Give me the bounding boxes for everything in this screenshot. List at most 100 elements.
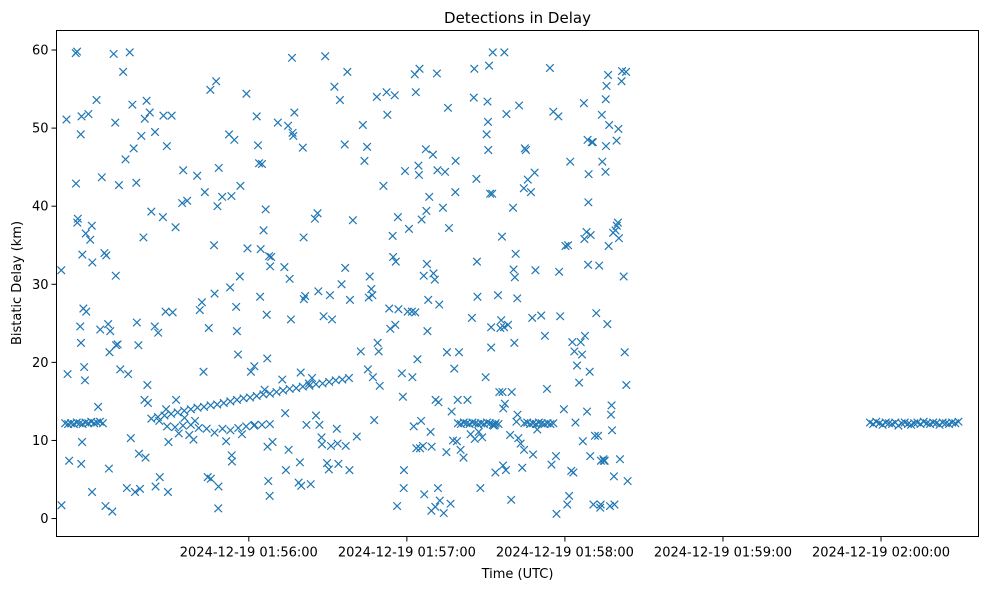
data-point bbox=[291, 383, 301, 393]
data-point bbox=[427, 442, 436, 451]
data-point bbox=[499, 404, 508, 413]
data-point bbox=[614, 124, 623, 134]
data-point bbox=[199, 367, 208, 376]
data-point bbox=[363, 365, 373, 374]
data-point bbox=[300, 291, 310, 301]
data-point bbox=[601, 141, 611, 151]
data-point bbox=[311, 411, 321, 420]
data-point bbox=[477, 433, 487, 442]
data-point bbox=[574, 378, 584, 387]
data-point bbox=[542, 384, 552, 394]
data-point bbox=[547, 460, 556, 469]
data-point bbox=[607, 401, 616, 410]
data-point bbox=[358, 120, 368, 130]
data-point bbox=[392, 501, 402, 511]
data-point bbox=[549, 419, 558, 428]
data-point bbox=[390, 91, 399, 100]
data-point bbox=[92, 95, 101, 105]
y-tick-label: 50 bbox=[32, 122, 49, 137]
data-point bbox=[116, 365, 125, 374]
data-point bbox=[523, 175, 532, 184]
data-point bbox=[242, 89, 251, 98]
data-point bbox=[431, 502, 440, 512]
data-point bbox=[200, 187, 210, 197]
data-point bbox=[173, 408, 182, 417]
data-point bbox=[137, 131, 146, 141]
data-point bbox=[559, 404, 569, 414]
data-point bbox=[209, 241, 219, 250]
data-point bbox=[482, 130, 491, 139]
data-point bbox=[77, 459, 86, 469]
data-point bbox=[505, 430, 515, 440]
data-point bbox=[262, 310, 271, 319]
data-point bbox=[132, 318, 142, 327]
data-point bbox=[108, 507, 117, 516]
data-point bbox=[88, 258, 97, 267]
data-point bbox=[596, 500, 605, 509]
data-point bbox=[416, 416, 426, 426]
data-point bbox=[122, 483, 132, 493]
x-tick-label: 2024-12-19 01:59:00 bbox=[654, 546, 792, 561]
data-point bbox=[337, 280, 346, 289]
data-point bbox=[192, 171, 202, 180]
data-point bbox=[614, 233, 624, 243]
data-point bbox=[333, 439, 342, 448]
data-point bbox=[139, 233, 148, 242]
y-axis: 0 10 20 30 40 50 60 bbox=[32, 44, 57, 527]
data-point bbox=[232, 326, 242, 336]
data-point bbox=[382, 87, 391, 97]
data-point bbox=[518, 463, 527, 473]
data-point bbox=[622, 380, 631, 390]
data-point bbox=[510, 273, 520, 282]
data-point bbox=[375, 381, 384, 391]
data-point bbox=[281, 465, 291, 475]
data-point bbox=[214, 163, 223, 173]
data-point bbox=[379, 181, 388, 191]
data-point bbox=[211, 77, 221, 86]
data-point bbox=[428, 150, 438, 159]
data-point bbox=[576, 337, 585, 347]
y-tick-label: 40 bbox=[32, 200, 49, 215]
data-point bbox=[383, 110, 392, 120]
data-point bbox=[498, 461, 508, 470]
data-point bbox=[444, 223, 454, 233]
x-axis-label: Time (UTC) bbox=[481, 567, 554, 582]
data-point bbox=[317, 433, 326, 442]
data-point bbox=[93, 402, 103, 412]
data-point bbox=[467, 313, 477, 323]
data-point bbox=[85, 235, 95, 244]
data-point bbox=[422, 206, 431, 216]
data-point bbox=[511, 249, 520, 259]
data-point bbox=[438, 203, 448, 212]
data-point bbox=[278, 386, 288, 395]
data-point bbox=[610, 500, 619, 509]
data-point bbox=[334, 459, 343, 469]
data-point bbox=[210, 289, 219, 298]
data-point bbox=[403, 307, 412, 316]
data-point bbox=[417, 215, 426, 224]
data-point bbox=[391, 320, 400, 330]
data-point bbox=[234, 423, 243, 433]
data-point bbox=[456, 445, 465, 455]
data-point bbox=[551, 451, 561, 461]
data-point bbox=[266, 252, 276, 262]
data-point bbox=[583, 135, 592, 145]
chart-title: Detections in Delay bbox=[444, 9, 591, 27]
data-point bbox=[306, 479, 315, 489]
data-point bbox=[147, 207, 156, 216]
data-point bbox=[134, 340, 143, 350]
data-point bbox=[260, 385, 269, 394]
data-point bbox=[123, 369, 133, 379]
data-point bbox=[105, 347, 114, 357]
data-point bbox=[500, 48, 509, 57]
data-point bbox=[533, 425, 542, 434]
data-point bbox=[609, 472, 619, 481]
data-point bbox=[414, 170, 424, 180]
data-point bbox=[145, 108, 154, 117]
data-point bbox=[204, 323, 213, 333]
data-point bbox=[214, 482, 223, 491]
data-point bbox=[584, 198, 593, 207]
data-point bbox=[612, 221, 622, 230]
data-point bbox=[235, 272, 245, 281]
data-point bbox=[502, 109, 511, 119]
